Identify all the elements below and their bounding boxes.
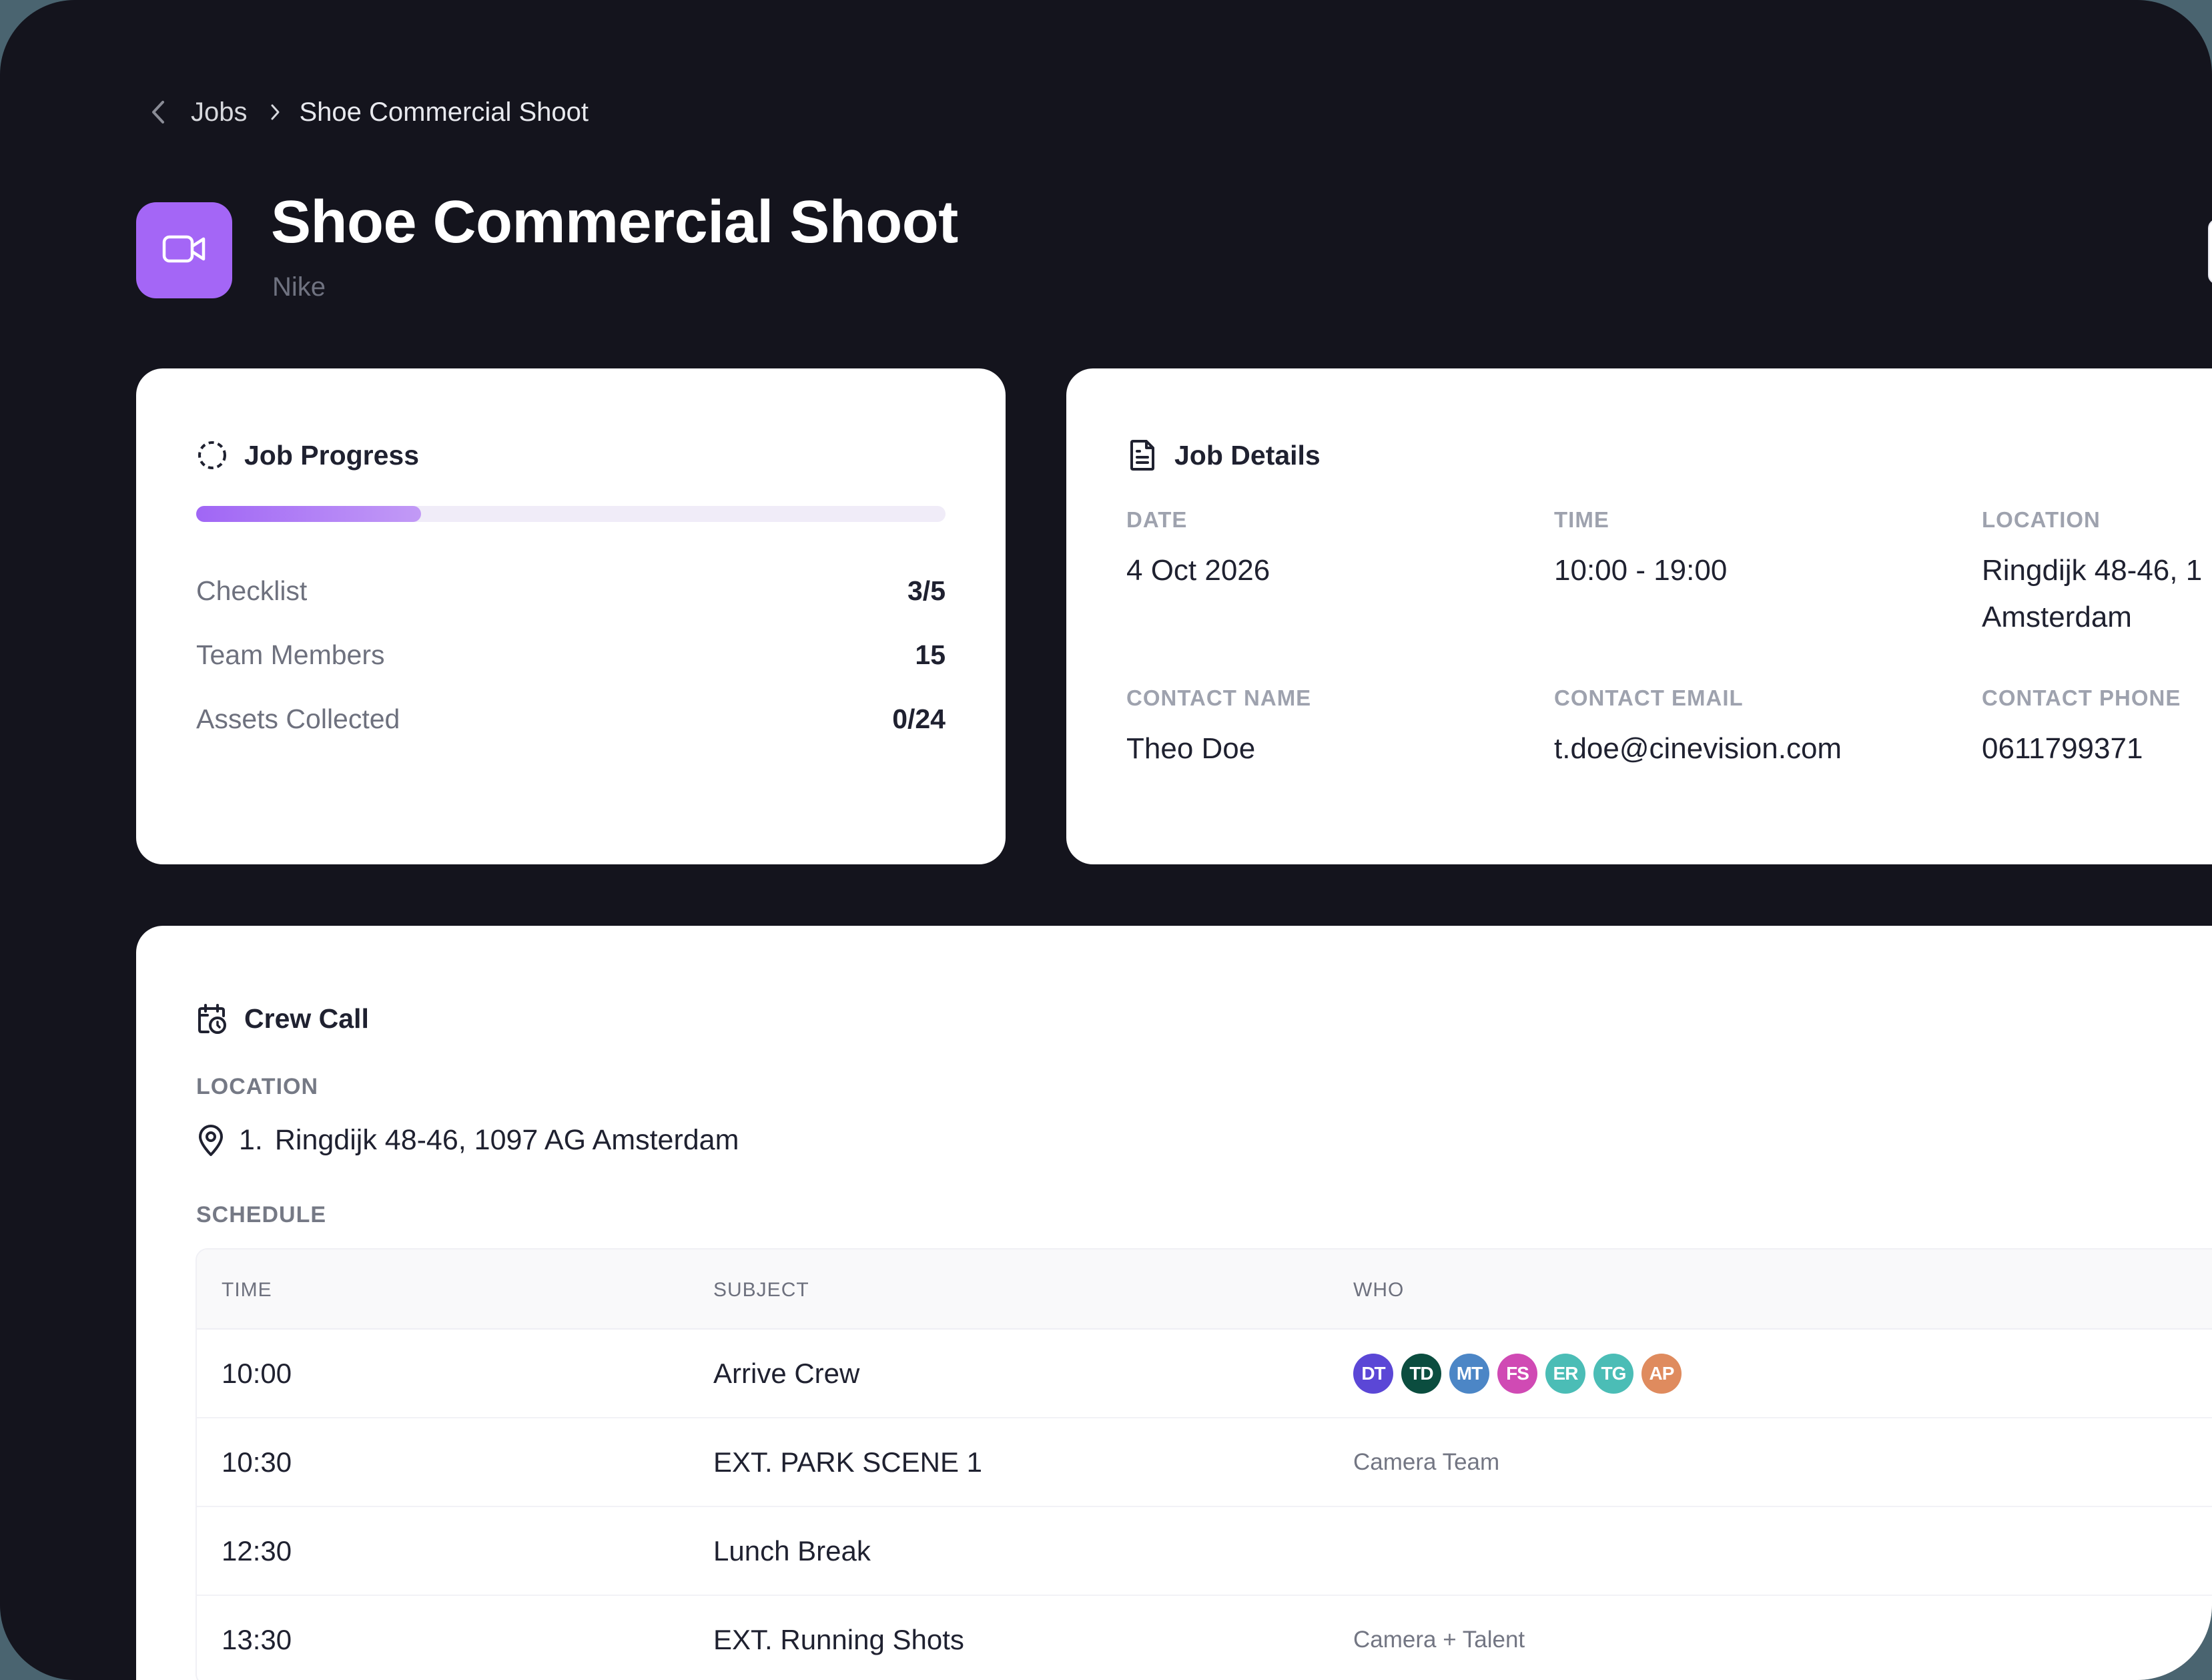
field-label: CONTACT PHONE <box>1982 685 2181 710</box>
schedule-section-label: SCHEDULE <box>196 1202 327 1227</box>
job-details-label: Job Details <box>1174 439 1321 471</box>
stat-value: 0/24 <box>892 704 946 734</box>
client-name: Nike <box>272 272 326 302</box>
video-camera-icon <box>162 234 206 267</box>
contact-email-link[interactable]: t.doe@cinevision.com <box>1554 732 1842 765</box>
avatar[interactable]: AP <box>1641 1353 1682 1394</box>
location-number: 1. <box>239 1124 263 1156</box>
row-time: 12:30 <box>222 1534 292 1567</box>
dashed-circle-icon <box>196 439 228 471</box>
field-contact-phone: CONTACT PHONE 0611799371 <box>1982 685 2212 772</box>
field-location: LOCATION Ringdijk 48-46, 1 Amsterdam <box>1982 507 2212 641</box>
column-header-time: TIME <box>222 1279 272 1301</box>
crew-call-title: Crew Call <box>196 1003 369 1035</box>
column-header-subject: SUBJECT <box>713 1279 809 1301</box>
stat-checklist: Checklist 3/5 <box>196 575 946 607</box>
calendar-clock-icon <box>196 1003 228 1035</box>
field-label: CONTACT EMAIL <box>1554 685 1744 710</box>
job-progress-card: Job Progress Checklist 3/5 Team Members … <box>136 368 1006 864</box>
field-value-line2: Amsterdam <box>1982 601 2132 633</box>
crew-call-card: Crew Call LOCATION 1. Ringdijk 48-46, 10… <box>136 926 2212 1680</box>
contact-phone-link[interactable]: 0611799371 <box>1982 732 2143 765</box>
row-time: 10:30 <box>222 1446 292 1478</box>
stat-label: Team Members <box>196 639 385 670</box>
location-section-label: LOCATION <box>196 1074 319 1099</box>
avatar[interactable]: MT <box>1449 1353 1489 1394</box>
page-title: Shoe Commercial Shoot <box>271 189 958 256</box>
field-label: LOCATION <box>1982 507 2101 532</box>
job-details-title: Job Details <box>1126 439 1321 471</box>
table-row[interactable]: 13:30 EXT. Running Shots Camera + Talent <box>197 1596 2212 1680</box>
field-value: 10:00 - 19:00 <box>1554 554 1728 587</box>
crew-call-label: Crew Call <box>244 1003 369 1034</box>
row-who: Camera + Talent <box>1353 1626 1525 1653</box>
stat-team-members: Team Members 15 <box>196 639 946 671</box>
field-value: Ringdijk 48-46, 1 <box>1982 554 2203 587</box>
avatar[interactable]: TG <box>1593 1353 1633 1394</box>
schedule-table: TIME SUBJECT WHO 10:00 Arrive Crew DT TD… <box>196 1248 2212 1680</box>
job-progress-title: Job Progress <box>196 439 419 471</box>
stat-label: Assets Collected <box>196 704 400 734</box>
job-progress-label: Job Progress <box>244 439 420 471</box>
stat-value: 15 <box>915 639 946 670</box>
field-contact-email: CONTACT EMAIL t.doe@cinevision.com <box>1554 685 1968 772</box>
field-contact-name: CONTACT NAME Theo Doe <box>1126 685 1540 772</box>
chevron-left-icon[interactable] <box>148 99 168 125</box>
map-pin-icon <box>196 1124 226 1157</box>
field-label: DATE <box>1126 507 1188 532</box>
row-subject: EXT. Running Shots <box>713 1623 964 1655</box>
chevron-right-icon <box>265 99 285 125</box>
schedule-header-row: TIME SUBJECT WHO <box>197 1249 2212 1330</box>
stat-value: 3/5 <box>907 575 946 606</box>
breadcrumb: Jobs Shoe Commercial Shoot <box>148 93 589 131</box>
stat-assets-collected: Assets Collected 0/24 <box>196 704 946 735</box>
location-address: Ringdijk 48-46, 1097 AG Amsterdam <box>274 1124 739 1156</box>
progress-bar <box>196 506 946 522</box>
row-time: 10:00 <box>222 1357 292 1389</box>
crew-location: 1. Ringdijk 48-46, 1097 AG Amsterdam <box>196 1124 739 1157</box>
header-action-button[interactable] <box>2208 219 2212 284</box>
avatar-group: DT TD MT FS ER TG AP <box>1353 1353 1682 1394</box>
field-label: CONTACT NAME <box>1126 685 1312 710</box>
row-who: DT TD MT FS ER TG AP <box>1353 1330 1682 1417</box>
breadcrumb-current: Shoe Commercial Shoot <box>299 97 589 127</box>
field-time: TIME 10:00 - 19:00 <box>1554 507 1968 594</box>
row-subject: EXT. PARK SCENE 1 <box>713 1446 983 1478</box>
document-icon <box>1126 439 1158 471</box>
row-subject: Arrive Crew <box>713 1357 860 1389</box>
field-value: 4 Oct 2026 <box>1126 554 1270 587</box>
progress-bar-fill <box>196 506 421 522</box>
job-type-badge <box>136 202 232 298</box>
breadcrumb-jobs-link[interactable]: Jobs <box>191 97 248 127</box>
avatar[interactable]: TD <box>1401 1353 1441 1394</box>
field-value: Theo Doe <box>1126 732 1256 765</box>
field-date: DATE 4 Oct 2026 <box>1126 507 1540 594</box>
column-header-who: WHO <box>1353 1279 1405 1301</box>
job-details-card: Job Details DATE 4 Oct 2026 TIME 10:00 -… <box>1066 368 2212 864</box>
row-time: 13:30 <box>222 1623 292 1655</box>
stat-label: Checklist <box>196 575 308 606</box>
field-label: TIME <box>1554 507 1609 532</box>
avatar[interactable]: ER <box>1545 1353 1585 1394</box>
row-who: Camera Team <box>1353 1448 1500 1475</box>
table-row[interactable]: 10:30 EXT. PARK SCENE 1 Camera Team <box>197 1418 2212 1507</box>
table-row[interactable]: 12:30 Lunch Break <box>197 1507 2212 1596</box>
avatar[interactable]: FS <box>1497 1353 1537 1394</box>
table-row[interactable]: 10:00 Arrive Crew DT TD MT FS ER TG AP <box>197 1330 2212 1418</box>
row-subject: Lunch Break <box>713 1534 871 1567</box>
avatar[interactable]: DT <box>1353 1353 1393 1394</box>
